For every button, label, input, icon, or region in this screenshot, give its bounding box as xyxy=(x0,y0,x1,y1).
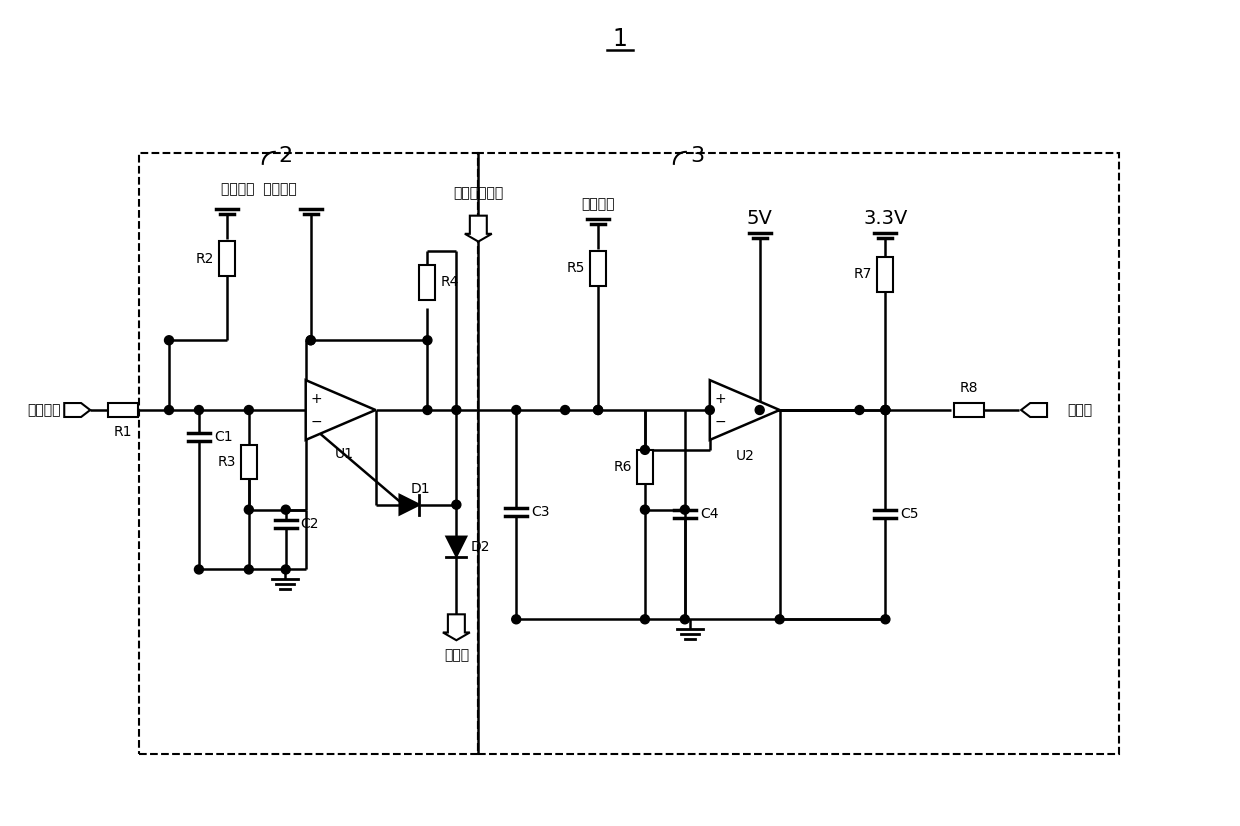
Circle shape xyxy=(281,506,290,514)
Text: −: − xyxy=(714,415,727,429)
Circle shape xyxy=(640,445,650,454)
Text: R6: R6 xyxy=(614,460,632,474)
Circle shape xyxy=(195,565,203,574)
Text: 第一电源  第二电源: 第一电源 第二电源 xyxy=(221,182,296,196)
Circle shape xyxy=(706,406,714,415)
Text: C5: C5 xyxy=(900,506,919,520)
Text: D1: D1 xyxy=(410,482,430,496)
Circle shape xyxy=(306,335,315,344)
Bar xyxy=(219,240,234,277)
Text: C3: C3 xyxy=(531,505,549,519)
Bar xyxy=(955,402,985,417)
Bar xyxy=(878,257,893,292)
Circle shape xyxy=(775,615,784,624)
Text: R8: R8 xyxy=(960,381,978,395)
Circle shape xyxy=(195,406,203,415)
Text: R5: R5 xyxy=(567,262,585,276)
Text: 3: 3 xyxy=(689,146,704,166)
Circle shape xyxy=(755,406,764,415)
Text: R3: R3 xyxy=(217,455,236,469)
Circle shape xyxy=(281,565,290,574)
Polygon shape xyxy=(709,380,780,440)
Text: +: + xyxy=(714,392,727,406)
Circle shape xyxy=(423,335,432,344)
Text: 处理器: 处理器 xyxy=(1066,403,1092,417)
Circle shape xyxy=(512,406,521,415)
Text: C4: C4 xyxy=(699,506,718,520)
Circle shape xyxy=(512,615,521,624)
Circle shape xyxy=(423,406,432,415)
Text: R7: R7 xyxy=(854,268,873,282)
Circle shape xyxy=(880,406,890,415)
Circle shape xyxy=(880,406,890,415)
Circle shape xyxy=(244,506,253,514)
Bar xyxy=(637,450,653,484)
Bar xyxy=(241,445,257,479)
Circle shape xyxy=(880,406,890,415)
Text: R4: R4 xyxy=(440,275,459,289)
Circle shape xyxy=(165,406,174,415)
Text: R2: R2 xyxy=(196,252,215,265)
Text: 处理器: 处理器 xyxy=(444,648,469,662)
Circle shape xyxy=(244,406,253,415)
Text: −: − xyxy=(310,415,322,429)
Polygon shape xyxy=(446,537,466,557)
Text: 第三电源: 第三电源 xyxy=(582,197,615,211)
Text: R1: R1 xyxy=(114,425,133,439)
Circle shape xyxy=(244,565,253,574)
Polygon shape xyxy=(399,495,419,515)
Bar xyxy=(479,153,1118,754)
Circle shape xyxy=(640,506,650,514)
Circle shape xyxy=(560,406,569,415)
Circle shape xyxy=(451,501,461,509)
Circle shape xyxy=(306,335,315,344)
Circle shape xyxy=(451,406,461,415)
Circle shape xyxy=(594,406,603,415)
Circle shape xyxy=(681,506,689,514)
Bar xyxy=(139,153,479,754)
Text: D2: D2 xyxy=(470,539,490,553)
Text: 硬件驱动模块: 硬件驱动模块 xyxy=(453,186,503,200)
Polygon shape xyxy=(64,403,91,417)
Circle shape xyxy=(165,335,174,344)
Text: U2: U2 xyxy=(735,449,754,463)
Circle shape xyxy=(854,406,864,415)
Circle shape xyxy=(640,615,650,624)
Text: 3.3V: 3.3V xyxy=(863,209,908,228)
Text: 5V: 5V xyxy=(746,209,773,228)
Text: C1: C1 xyxy=(215,430,233,444)
Text: 2: 2 xyxy=(279,146,293,166)
Polygon shape xyxy=(1021,403,1047,417)
Polygon shape xyxy=(465,216,492,241)
Text: 1: 1 xyxy=(613,27,627,51)
Polygon shape xyxy=(306,380,376,440)
Bar xyxy=(108,402,138,417)
Polygon shape xyxy=(443,615,470,640)
Bar xyxy=(590,250,606,287)
Text: +: + xyxy=(310,392,322,406)
Circle shape xyxy=(880,615,890,624)
Text: C2: C2 xyxy=(301,516,319,530)
Text: U1: U1 xyxy=(335,447,353,461)
Text: 采样电路: 采样电路 xyxy=(27,403,61,417)
Circle shape xyxy=(681,615,689,624)
Circle shape xyxy=(594,406,603,415)
Bar xyxy=(419,264,435,301)
